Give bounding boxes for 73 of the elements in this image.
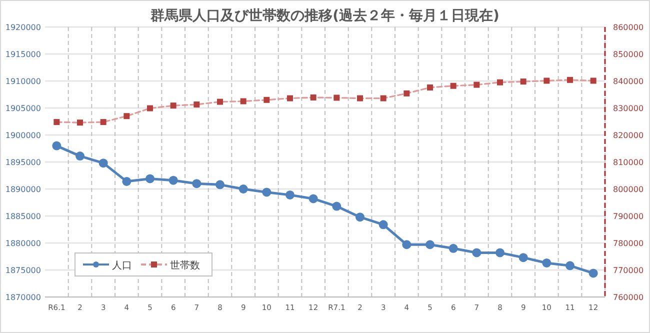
- y2-tick-label: 780000: [613, 239, 644, 248]
- point: [194, 101, 200, 108]
- y-tick-label: 1915000: [5, 50, 41, 59]
- point: [402, 240, 412, 250]
- y-tick-label: 1900000: [5, 131, 41, 140]
- point: [310, 94, 316, 100]
- y2-tick-label: 770000: [613, 266, 644, 275]
- point: [474, 82, 480, 88]
- y-tick-label: 1910000: [5, 77, 41, 86]
- y2-tick-label: 830000: [613, 104, 644, 113]
- point: [404, 90, 410, 96]
- y-tick-label: 1920000: [5, 23, 41, 32]
- point: [378, 220, 388, 230]
- point: [100, 119, 106, 126]
- point: [76, 152, 84, 161]
- point: [497, 79, 503, 86]
- y2-tick-label: 790000: [613, 212, 644, 221]
- point: [240, 98, 246, 104]
- y-tick-label: 1905000: [5, 104, 41, 113]
- point: [357, 95, 363, 102]
- point: [168, 176, 178, 185]
- point: [334, 94, 340, 101]
- point: [238, 184, 248, 194]
- point: [146, 174, 154, 184]
- y2-tick-label: 850000: [613, 50, 644, 59]
- y-tick-label: 1880000: [5, 239, 41, 248]
- y-tick-label: 1890000: [5, 185, 41, 194]
- point: [170, 102, 176, 109]
- point: [124, 113, 130, 120]
- point: [52, 141, 62, 150]
- point: [567, 76, 573, 83]
- y2-tick-label: 860000: [613, 23, 644, 32]
- point: [356, 212, 364, 222]
- point: [544, 78, 550, 84]
- point: [590, 78, 596, 84]
- point: [426, 240, 434, 250]
- y-tick-label: 1875000: [5, 266, 41, 275]
- y2-tick-label: 840000: [613, 77, 644, 86]
- y2-tick-label: 800000: [613, 185, 644, 194]
- y-tick-label: 1870000: [5, 293, 41, 302]
- chart-title: 群馬県人口及び世帯数の推移(過去２年・毎月１日現在): [150, 8, 500, 24]
- point: [77, 120, 83, 126]
- y2-tick-label: 760000: [613, 293, 644, 302]
- point: [518, 253, 528, 262]
- point: [472, 248, 482, 258]
- point: [122, 176, 132, 186]
- point: [98, 158, 108, 168]
- point: [308, 194, 318, 204]
- point: [216, 180, 224, 190]
- point: [264, 96, 270, 103]
- point: [262, 188, 272, 197]
- point: [147, 105, 153, 112]
- point: [542, 258, 552, 268]
- point: [54, 119, 60, 126]
- legend-label: 世帯数: [170, 260, 200, 272]
- y2-tick-label: 810000: [613, 158, 644, 167]
- point: [496, 248, 504, 258]
- point: [380, 95, 386, 102]
- point: [588, 268, 598, 278]
- point: [520, 78, 526, 85]
- point: [448, 244, 458, 253]
- y-tick-label: 1895000: [5, 158, 41, 167]
- point: [286, 190, 294, 200]
- point: [217, 98, 223, 105]
- point: [566, 261, 574, 270]
- point: [287, 95, 293, 102]
- point: [192, 179, 202, 188]
- legend-label: 人口: [112, 260, 132, 272]
- y2-tick-label: 820000: [613, 131, 644, 140]
- y-tick-label: 1885000: [5, 212, 41, 221]
- point: [450, 82, 456, 89]
- point: [332, 202, 342, 211]
- point: [427, 84, 433, 90]
